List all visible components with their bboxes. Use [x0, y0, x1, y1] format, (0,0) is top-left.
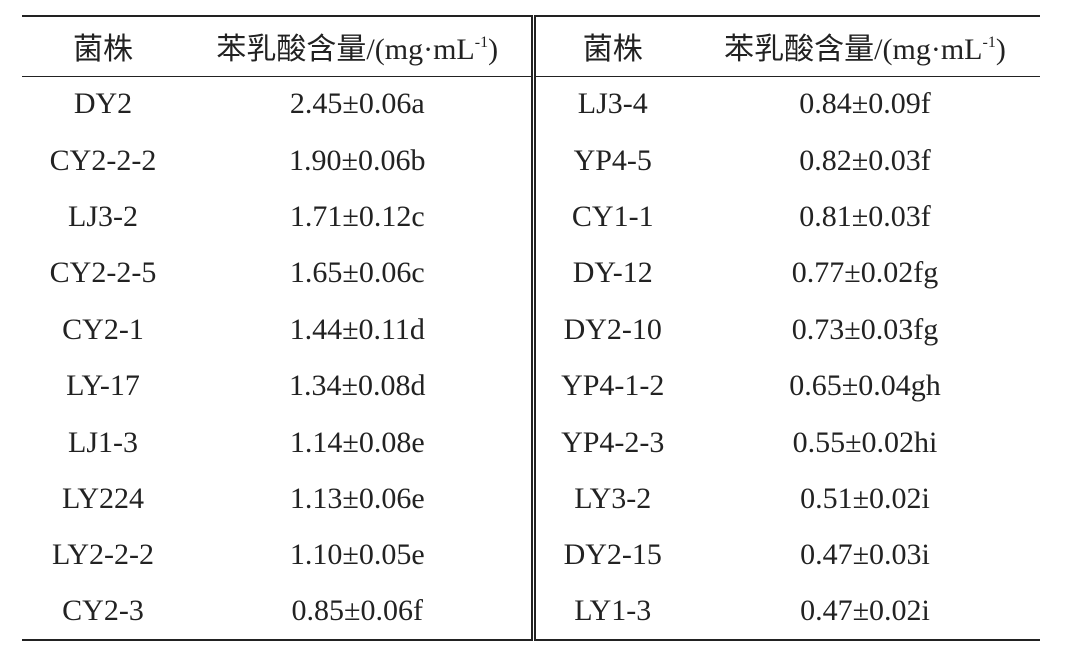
table-row: LY2-2-2 1.10±0.05e DY2-15 0.47±0.03i — [22, 527, 1040, 584]
strain-cell: DY-12 — [572, 256, 653, 290]
content-cell: 1.90±0.06b — [184, 132, 536, 189]
strain-cell: DY2-15 — [563, 538, 662, 572]
content-cell: 0.73±0.03fg — [791, 312, 939, 346]
strain-cell: LJ3-4 — [577, 87, 648, 121]
data-table: 菌株 苯乳酸含量/(mg·mL-1) 菌株 苯乳酸含量/(mg·mL-1) DY2 2.… — [22, 15, 1040, 641]
header-cell: 苯乳酸含量/(mg·mL-1) — [690, 16, 1040, 76]
strain-cell: CY2-1 — [62, 312, 144, 346]
content-cell: 1.44±0.11d — [184, 301, 536, 358]
content-cell: 2.45±0.06a — [184, 76, 536, 133]
table-row: CY2-2-5 1.65±0.06c DY-12 0.77±0.02fg — [22, 245, 1040, 302]
strain-cell: CY2-2-2 — [49, 143, 157, 177]
table-row: CY2-2-2 1.90±0.06b YP4-5 0.82±0.03f — [22, 132, 1040, 189]
content-cell: 0.85±0.06f — [184, 583, 536, 640]
strain-cell: DY2-10 — [563, 312, 662, 346]
content-cell: 0.77±0.02fg — [791, 256, 939, 290]
header-text: 菌株 — [582, 33, 643, 67]
strain-cell: LJ1-3 — [68, 425, 138, 459]
table-row: CY2-1 1.44±0.11d DY2-10 0.73±0.03fg — [22, 301, 1040, 358]
strain-cell: YP4-1-2 — [561, 369, 665, 403]
table-row: LY224 1.13±0.06e LY3-2 0.51±0.02i — [22, 470, 1040, 528]
header-text-end: ) — [488, 33, 499, 67]
strain-cell: LY1-3 — [574, 594, 652, 628]
content-cell: 1.65±0.06c — [184, 245, 536, 302]
content-cell: 1.71±0.12c — [184, 188, 536, 246]
header-text: 苯乳酸含量/(mg·mL — [724, 33, 983, 67]
header-superscript: -1 — [982, 34, 996, 52]
header-text-end: ) — [995, 33, 1006, 67]
strain-cell: LY3-2 — [574, 481, 652, 515]
header-text: 苯乳酸含量/(mg·mL — [216, 33, 475, 67]
content-cell: 0.84±0.09f — [799, 87, 931, 121]
strain-cell: YP4-5 — [573, 143, 652, 177]
strain-cell: DY2 — [73, 87, 133, 121]
header-cell: 菌株 — [22, 16, 184, 76]
strain-cell: LY224 — [62, 481, 144, 515]
table-row: DY2 2.45±0.06a LJ3-4 0.84±0.09f — [22, 76, 1040, 133]
strain-cell: LY2-2-2 — [52, 538, 154, 572]
content-cell: 0.81±0.03f — [799, 199, 931, 233]
strain-cell: LJ3-2 — [68, 199, 138, 233]
content-cell: 1.14±0.08e — [184, 414, 536, 471]
content-cell: 0.51±0.02i — [800, 481, 930, 515]
content-cell: 0.65±0.04gh — [789, 369, 941, 403]
table-row: CY2-3 0.85±0.06f LY1-3 0.47±0.02i — [22, 583, 1040, 640]
content-cell: 1.10±0.05e — [184, 527, 536, 584]
header-superscript: -1 — [474, 34, 489, 52]
strain-cell: LY-17 — [66, 369, 140, 403]
content-cell: 1.34±0.08d — [184, 357, 536, 415]
strain-cell: CY2-3 — [62, 594, 144, 628]
header-cell: 苯乳酸含量/(mg·mL-1) — [184, 16, 536, 76]
content-cell: 0.82±0.03f — [799, 143, 931, 177]
table-row: LY-17 1.34±0.08d YP4-1-2 0.65±0.04gh — [22, 357, 1040, 415]
content-cell: 0.47±0.03i — [800, 538, 930, 572]
strain-cell: CY2-2-5 — [49, 256, 157, 290]
table-body: DY2 2.45±0.06a LJ3-4 0.84±0.09f CY2-2-2 1.90±… — [22, 76, 1040, 640]
header-text: 菌株 — [73, 33, 133, 67]
content-cell: 0.47±0.02i — [800, 594, 930, 628]
header-cell: 菌株 — [533, 16, 690, 76]
content-cell: 1.13±0.06e — [184, 470, 536, 528]
table-row: LJ1-3 1.14±0.08e YP4-2-3 0.55±0.02hi — [22, 414, 1040, 471]
table-row: LJ3-2 1.71±0.12c CY1-1 0.81±0.03f — [22, 188, 1040, 246]
strain-cell: YP4-2-3 — [561, 425, 665, 459]
strain-cell: CY1-1 — [571, 199, 654, 233]
content-cell: 0.55±0.02hi — [792, 425, 938, 459]
header-row: 菌株 苯乳酸含量/(mg·mL-1) 菌株 苯乳酸含量/(mg·mL-1) — [22, 16, 1040, 76]
table-header: 菌株 苯乳酸含量/(mg·mL-1) 菌株 苯乳酸含量/(mg·mL-1) — [22, 16, 1040, 76]
